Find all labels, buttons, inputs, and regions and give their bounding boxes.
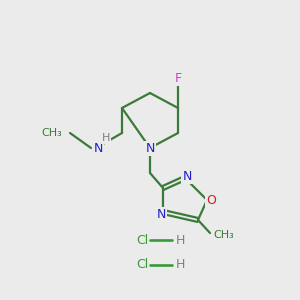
Text: N: N xyxy=(145,142,155,154)
Text: N: N xyxy=(93,142,103,154)
Text: F: F xyxy=(174,71,182,85)
Text: H: H xyxy=(175,233,185,247)
Text: O: O xyxy=(206,194,216,206)
Text: N: N xyxy=(182,169,192,182)
Text: CH₃: CH₃ xyxy=(214,230,234,240)
Text: Cl: Cl xyxy=(136,259,148,272)
Text: Cl: Cl xyxy=(136,233,148,247)
Text: N: N xyxy=(156,208,166,220)
Text: H: H xyxy=(175,259,185,272)
Text: CH₃: CH₃ xyxy=(41,128,62,138)
Text: H: H xyxy=(102,133,110,143)
